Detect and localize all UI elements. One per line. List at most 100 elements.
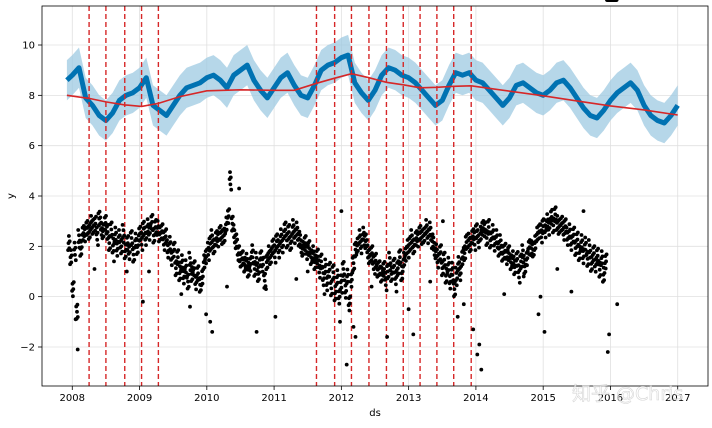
observed-point [523,269,528,274]
observed-point [359,251,364,256]
observed-point [562,238,567,242]
observed-point [114,230,118,235]
observed-point [406,307,411,312]
observed-point [502,292,507,296]
observed-point [266,244,271,249]
observed-point [583,235,588,240]
y-tick-label: 6 [29,141,35,152]
y-tick-label: 2 [29,242,35,253]
observed-point [75,309,79,314]
observed-point [387,250,391,255]
observed-point [262,278,267,283]
observed-point [525,256,530,261]
observed-point [579,233,584,237]
observed-point [318,275,322,280]
observed-point [168,240,173,245]
observed-point [79,245,84,250]
observed-point [226,221,231,226]
interval-layer [66,34,678,144]
observed-point [460,262,465,267]
observed-point [194,287,199,292]
observed-point [422,238,427,243]
observed-point [152,238,157,243]
observed-point [525,263,529,268]
observed-point [71,294,75,299]
observed-point [67,239,72,244]
observed-point [254,256,259,260]
observed-point [293,241,297,246]
observed-point [351,325,356,329]
observed-point [428,279,433,284]
observed-point [178,276,183,281]
observed-point [180,253,184,257]
observed-point [521,248,525,253]
observed-point [196,271,201,276]
observed-point [450,260,454,265]
observed-point [312,249,316,254]
x-axis: 2008 2009 2010 2011 2012 2013 2014 2015 2016 2017 [60,386,690,404]
observed-point [218,224,223,228]
observed-point [341,267,346,271]
observed-point [298,233,303,237]
observed-point [253,250,258,255]
observed-point [321,283,326,288]
observed-point [498,238,503,243]
observed-point [303,234,308,238]
observed-point [192,259,197,264]
observed-point [494,228,499,232]
observed-point [365,243,370,248]
changepoint-layer [88,6,472,386]
observed-point [210,233,215,238]
observed-point [89,214,93,218]
observed-point [289,239,294,244]
observed-point [596,246,600,251]
observed-point [396,266,400,271]
y-tick-label: 4 [29,192,35,203]
observed-point [503,241,508,246]
observed-point [269,260,273,265]
observed-point [536,312,541,317]
observed-point [463,256,468,261]
observed-point [311,244,315,249]
observed-point [172,247,177,252]
observed-point [176,248,181,253]
observed-point [505,262,509,267]
observed-point [441,219,445,224]
observed-point [442,257,447,262]
observed-point [498,233,502,237]
observed-point [473,248,478,253]
x-tick-label: 2014 [463,393,488,404]
observed-point [580,245,584,250]
observed-point [466,231,471,236]
observed-point [187,250,192,255]
observed-point [517,280,522,285]
observed-point [301,252,306,256]
observed-point [279,232,284,237]
observed-point [388,261,393,266]
observed-point [190,277,195,282]
observed-point [396,271,401,276]
observed-point [411,332,416,337]
observed-point [450,273,455,277]
observed-point [439,243,443,248]
observed-point [259,249,264,254]
observed-point [477,245,481,250]
observed-point [454,283,459,288]
observed-point [615,302,620,307]
observed-point [147,238,152,242]
observed-point [123,254,128,259]
observed-point [322,292,327,296]
observed-point [92,267,97,271]
observed-point [117,233,122,238]
observed-point [248,269,253,273]
observed-point [179,292,184,296]
observed-point [180,258,185,263]
observed-point [201,274,205,279]
observed-point [139,230,144,235]
observed-point [73,258,78,263]
observed-point [600,261,604,266]
observed-point [511,249,515,254]
observed-point [316,247,320,252]
observed-point [188,256,192,260]
observed-point [444,279,449,283]
